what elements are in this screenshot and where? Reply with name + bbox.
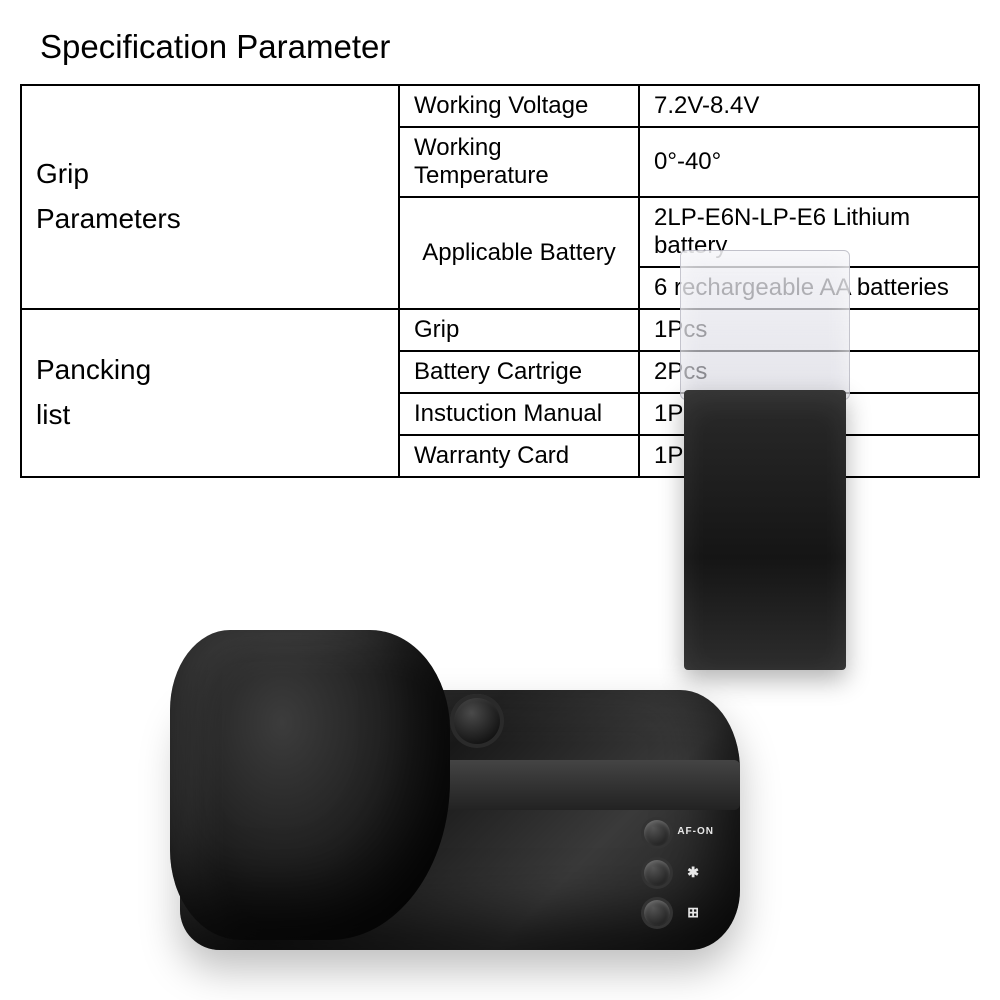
section-label-line: Pancking [36, 354, 151, 385]
section-label-line: Grip [36, 158, 89, 189]
section-label-line: list [36, 399, 70, 430]
param-cell: Working Voltage [399, 85, 639, 127]
battery-body [684, 390, 846, 670]
afon-button [644, 820, 670, 846]
param-cell: Working Temperature [399, 127, 639, 197]
afon-label: AF-ON [677, 826, 714, 837]
param-cell: Instuction Manual [399, 393, 639, 435]
grid-label: ⊞ [687, 904, 700, 921]
battery-cap [680, 250, 850, 400]
battery-cartridge [680, 250, 850, 670]
table-row: Grip Parameters Working Voltage 7.2V-8.4… [21, 85, 979, 127]
section-label-packing: Pancking list [21, 309, 399, 477]
grid-button [644, 900, 670, 926]
param-cell: Grip [399, 309, 639, 351]
control-dial [450, 694, 504, 748]
page-title: Specification Parameter [0, 0, 1000, 84]
grip-hump [170, 630, 450, 940]
param-cell: Applicable Battery [399, 197, 639, 309]
section-label-grip: Grip Parameters [21, 85, 399, 309]
product-image: OFF ON LOCK AF-ON ✱ ⊞ [170, 550, 870, 970]
star-label: ✱ [687, 864, 700, 881]
star-button [644, 860, 670, 886]
param-cell: Warranty Card [399, 435, 639, 477]
param-cell: Battery Cartrige [399, 351, 639, 393]
section-label-line: Parameters [36, 203, 181, 234]
value-cell: 7.2V-8.4V [639, 85, 979, 127]
value-cell: 0°-40° [639, 127, 979, 197]
